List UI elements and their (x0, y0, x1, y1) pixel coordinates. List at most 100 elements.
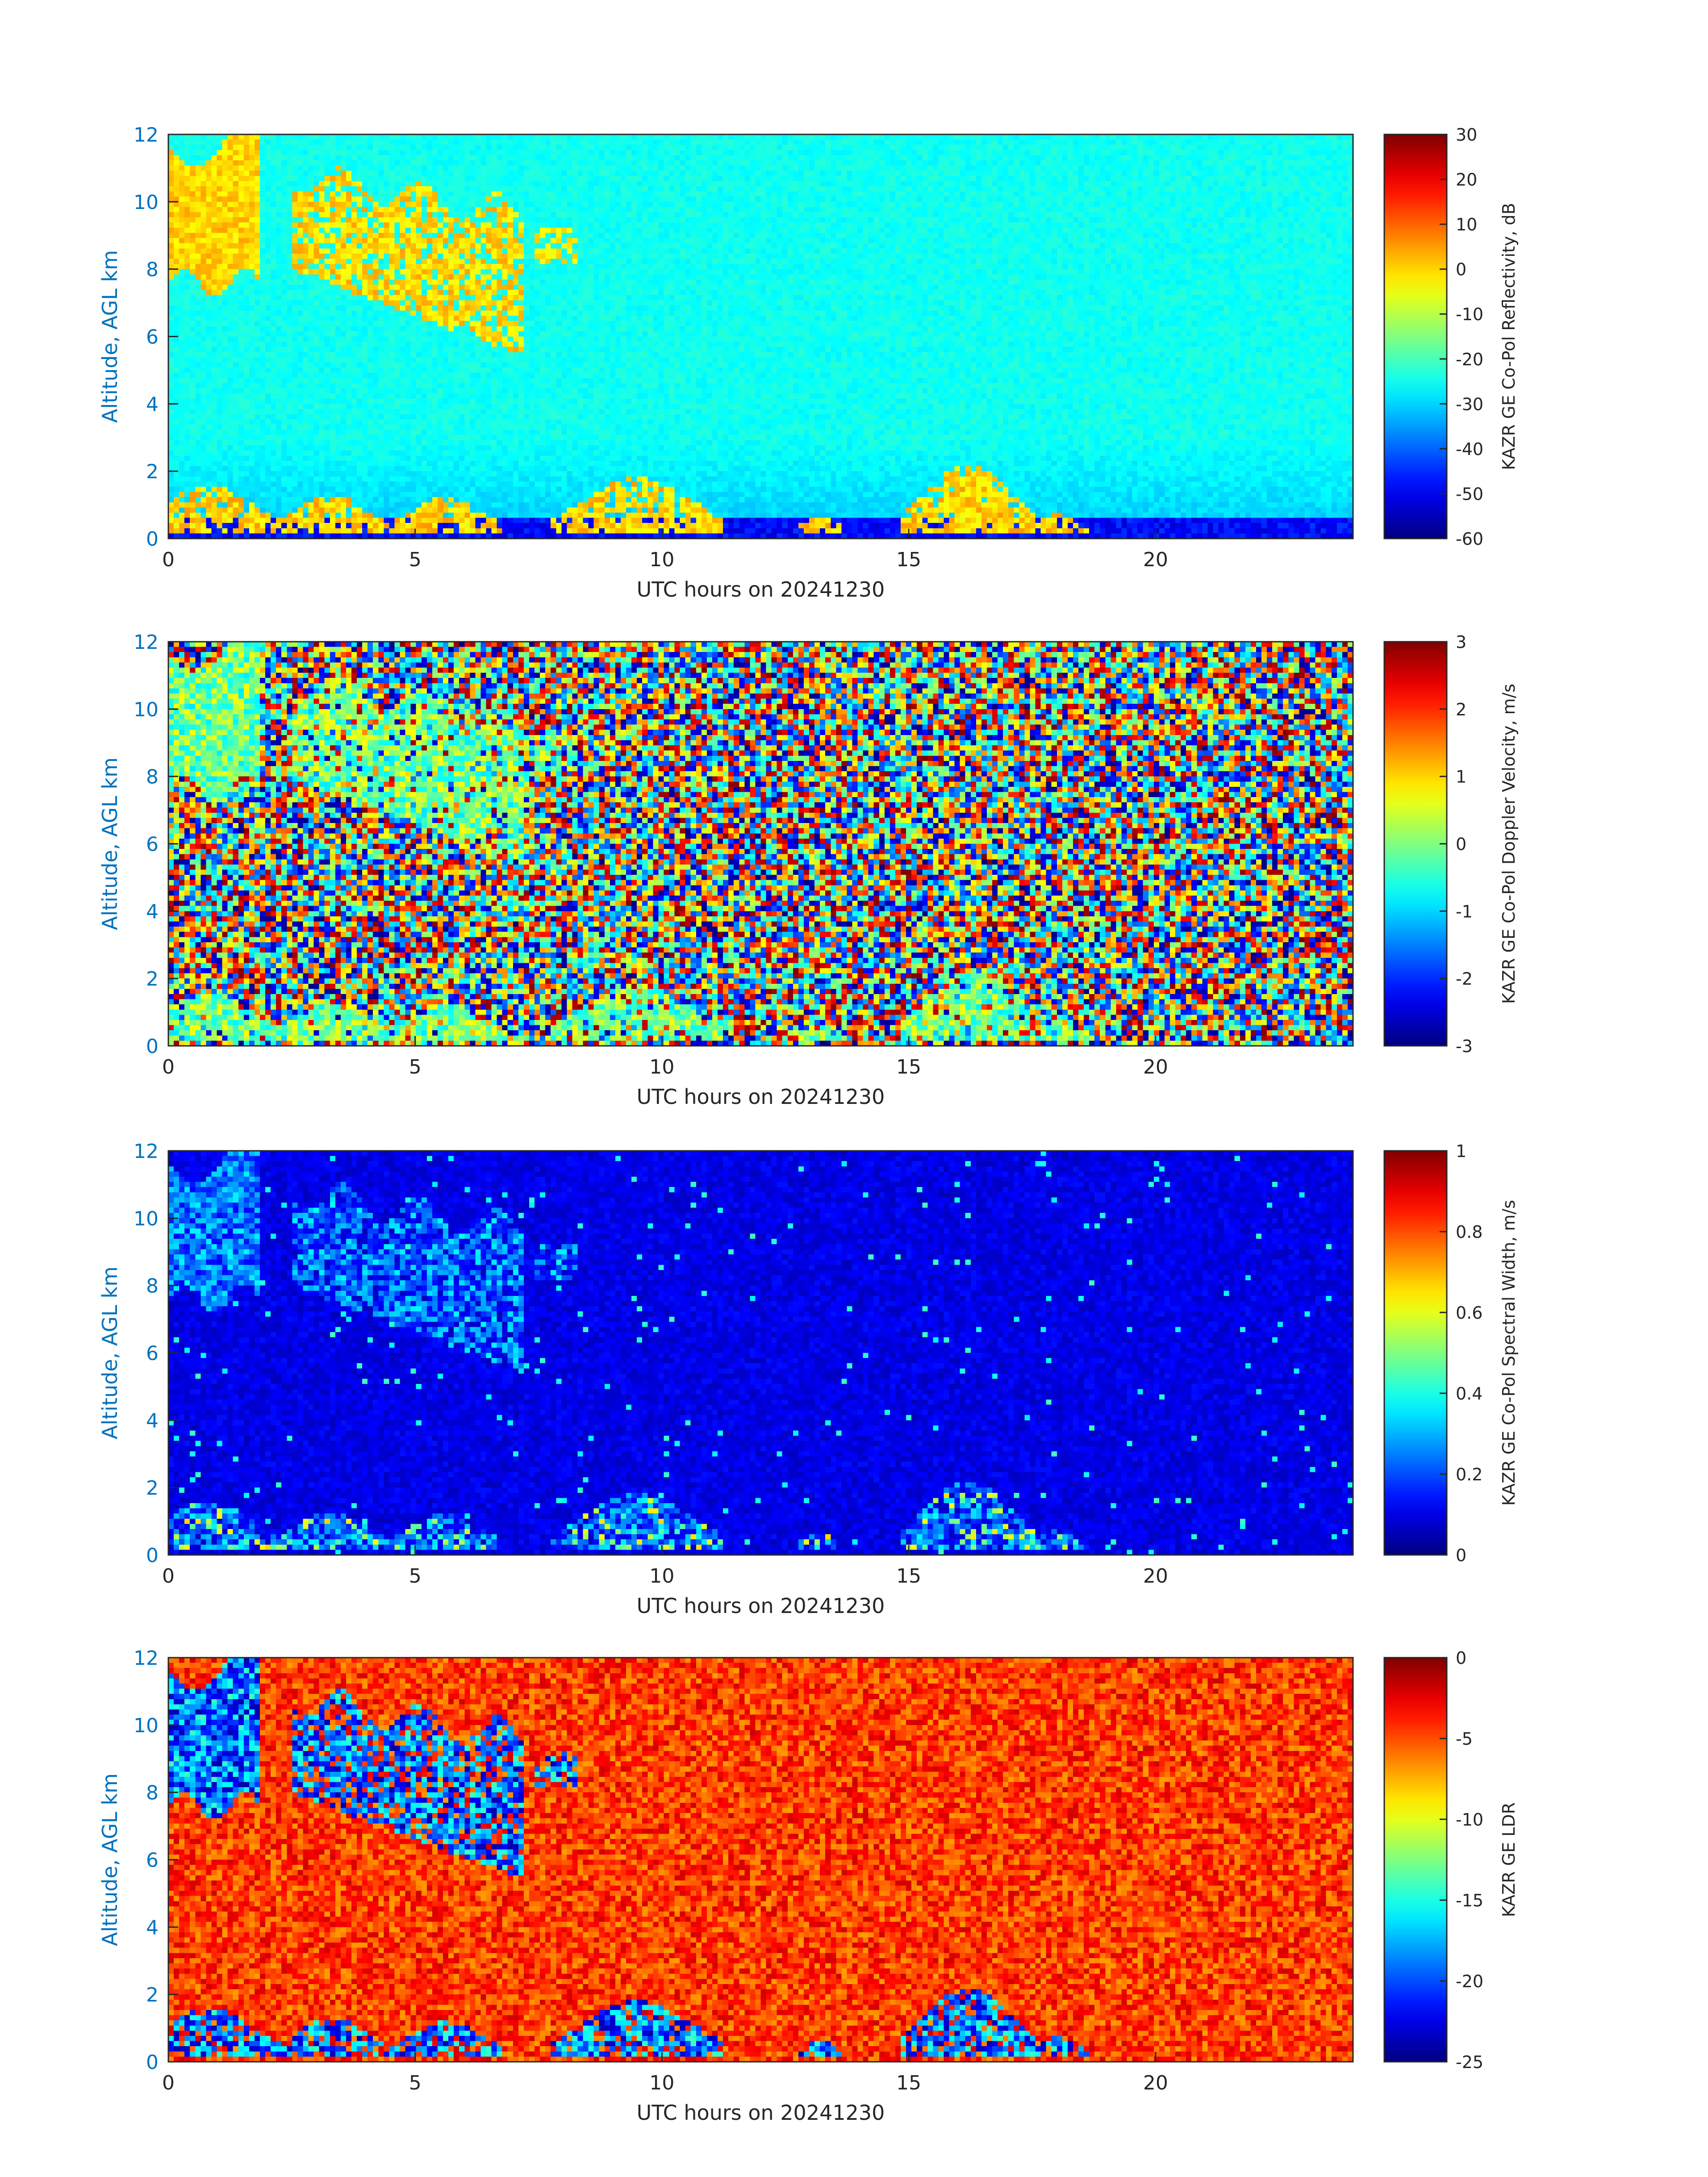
heatmap-velocity (168, 642, 1353, 1046)
x-axis-label: UTC hours on 20241230 (637, 577, 885, 602)
x-tick-label: 0 (162, 2072, 175, 2094)
x-tick-label: 20 (1143, 548, 1168, 571)
colorbar-tick-label: -40 (1456, 439, 1483, 459)
heatmap-width (168, 1151, 1353, 1555)
colorbar-tick-label: -2 (1456, 969, 1473, 989)
colorbar-tick-label: -25 (1456, 2052, 1483, 2072)
colorbar-tick-label: 0.6 (1456, 1303, 1482, 1323)
y-axis-label: Altitude, AGL km (98, 1773, 122, 1946)
colorbar-tick-label: 0.8 (1456, 1222, 1482, 1242)
y-tick-label: 4 (146, 1409, 159, 1432)
y-tick-label: 4 (146, 1916, 159, 1939)
colorbar-tick-label: -30 (1456, 394, 1483, 414)
y-tick-label: 10 (134, 191, 159, 214)
colorbar-label: KAZR GE Co-Pol Spectral Width, m/s (1499, 1200, 1519, 1506)
y-tick-label: 0 (146, 528, 159, 551)
colorbar-tick-label: -50 (1456, 484, 1483, 504)
colorbar-label: KAZR GE Co-Pol Doppler Velocity, m/s (1499, 684, 1519, 1004)
colorbar-tick-label: 0 (1456, 1546, 1466, 1565)
colorbar-tick-label: 30 (1456, 125, 1477, 145)
y-tick-label: 0 (146, 1544, 159, 1567)
colorbar-tick-label: -10 (1456, 1810, 1483, 1830)
x-tick-label: 20 (1143, 2072, 1168, 2094)
x-axis-label: UTC hours on 20241230 (637, 1085, 885, 1109)
y-tick-label: 2 (146, 460, 159, 483)
x-tick-label: 15 (896, 1056, 921, 1078)
colorbar-tick-label: -15 (1456, 1891, 1483, 1910)
x-tick-label: 5 (409, 1565, 422, 1588)
colorbar-tick-label: 0 (1456, 260, 1466, 280)
colorbar-tick-label: 1 (1456, 767, 1466, 787)
colorbar-tick-label: -20 (1456, 1972, 1483, 1991)
colorbar-tick-label: -10 (1456, 305, 1483, 324)
x-tick-label: 0 (162, 1056, 175, 1078)
y-tick-label: 8 (146, 1275, 159, 1298)
heatmap-ldr (168, 1658, 1353, 2062)
colorbar-label: KAZR GE LDR (1499, 1802, 1519, 1917)
y-tick-label: 12 (134, 1647, 159, 1670)
x-tick-label: 20 (1143, 1056, 1168, 1078)
colorbar-tick-label: 10 (1456, 215, 1477, 234)
panel-ldr: 0 2 4 6 8 10 12 0 5 10 15 20 Altitude, AGL km UTC hou… (98, 1647, 1519, 2125)
y-tick-label: 0 (146, 2051, 159, 2074)
colorbar-tick-label: -1 (1456, 902, 1473, 921)
x-tick-label: 10 (649, 1056, 674, 1078)
y-axis-label: Altitude, AGL km (98, 250, 122, 423)
colorbar-tick-label: -60 (1456, 529, 1483, 549)
y-tick-label: 4 (146, 393, 159, 416)
panel-reflectivity: 0 2 4 6 8 10 12 0 5 10 15 20 Altitude, AGL km UTC hou… (98, 124, 1519, 602)
y-tick-label: 4 (146, 900, 159, 923)
colorbar-tick-label: 0.2 (1456, 1465, 1482, 1484)
colorbar-tick-label: 0.4 (1456, 1384, 1482, 1404)
x-tick-label: 10 (649, 548, 674, 571)
colorbar-tick-label: -5 (1456, 1729, 1473, 1749)
colorbar (1383, 641, 1448, 1047)
y-tick-label: 10 (134, 1208, 159, 1230)
heatmap-reflectivity (168, 134, 1353, 539)
y-tick-label: 12 (134, 631, 159, 654)
x-tick-label: 10 (649, 2072, 674, 2094)
x-tick-label: 15 (896, 548, 921, 571)
y-tick-label: 2 (146, 1984, 159, 2006)
colorbar-tick-label: 20 (1456, 170, 1477, 190)
x-tick-label: 15 (896, 2072, 921, 2094)
y-tick-label: 12 (134, 1140, 159, 1163)
colorbar-tick-label: 2 (1456, 700, 1466, 719)
x-axis-label: UTC hours on 20241230 (637, 1594, 885, 1618)
x-tick-label: 20 (1143, 1565, 1168, 1588)
y-axis-label: Altitude, AGL km (98, 757, 122, 930)
y-tick-label: 6 (146, 833, 159, 856)
colorbar-tick-label: -20 (1456, 350, 1483, 369)
x-tick-label: 0 (162, 548, 175, 571)
x-tick-label: 0 (162, 1565, 175, 1588)
y-tick-label: 8 (146, 259, 159, 281)
x-tick-label: 5 (409, 1056, 422, 1078)
colorbar-tick-label: 0 (1456, 1648, 1466, 1668)
colorbar-label: KAZR GE Co-Pol Reflectivity, dB (1499, 203, 1519, 470)
y-tick-label: 2 (146, 1477, 159, 1500)
y-tick-label: 6 (146, 326, 159, 349)
colorbar-tick-label: 0 (1456, 835, 1466, 854)
y-tick-label: 0 (146, 1035, 159, 1058)
y-tick-label: 12 (134, 124, 159, 146)
y-tick-label: 2 (146, 968, 159, 990)
x-axis-label: UTC hours on 20241230 (637, 2101, 885, 2125)
y-tick-label: 8 (146, 766, 159, 789)
colorbar (1383, 1150, 1448, 1556)
y-tick-label: 10 (134, 1714, 159, 1737)
colorbar-tick-label: -3 (1456, 1036, 1473, 1056)
x-tick-label: 15 (896, 1565, 921, 1588)
colorbar-tick-label: 1 (1456, 1141, 1466, 1161)
colorbar (1383, 134, 1448, 539)
x-tick-label: 5 (409, 548, 422, 571)
y-tick-label: 6 (146, 1342, 159, 1365)
x-tick-label: 10 (649, 1565, 674, 1588)
colorbar (1383, 1657, 1448, 2063)
y-axis-label: Altitude, AGL km (98, 1266, 122, 1439)
y-tick-label: 8 (146, 1782, 159, 1805)
x-tick-label: 5 (409, 2072, 422, 2094)
